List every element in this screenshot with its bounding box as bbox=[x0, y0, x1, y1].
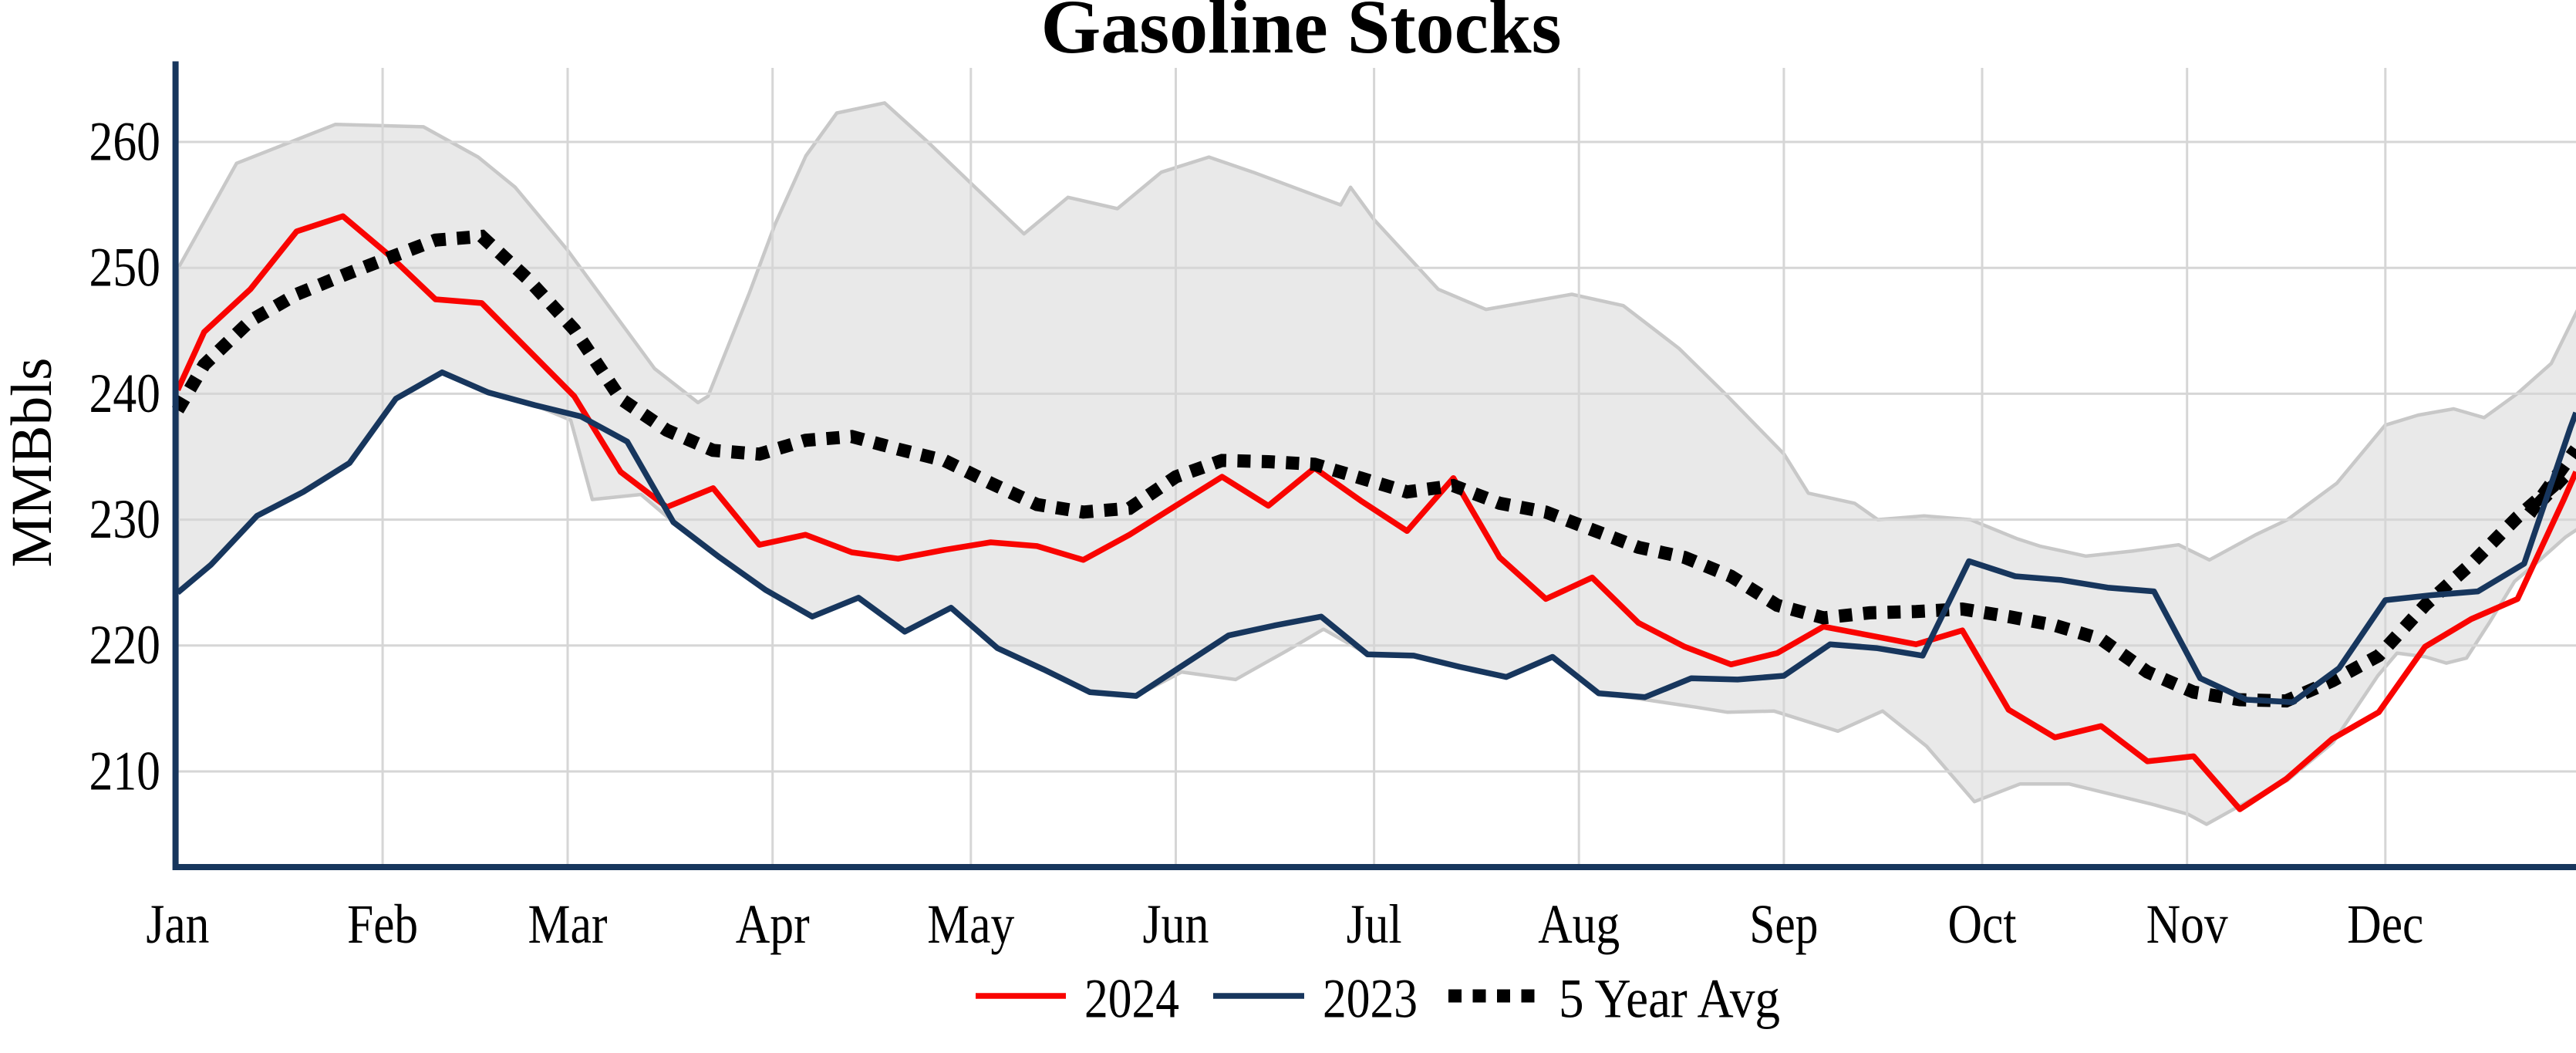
svg-text:Mar: Mar bbox=[528, 893, 608, 955]
svg-text:May: May bbox=[927, 893, 1014, 955]
svg-text:Nov: Nov bbox=[2146, 893, 2228, 955]
svg-text:220: 220 bbox=[89, 614, 161, 676]
svg-text:Oct: Oct bbox=[1948, 893, 2017, 955]
svg-text:250: 250 bbox=[89, 237, 161, 299]
svg-text:Jul: Jul bbox=[1347, 893, 1402, 955]
svg-text:260: 260 bbox=[89, 110, 161, 172]
svg-text:2024: 2024 bbox=[1084, 968, 1179, 1030]
svg-text:210: 210 bbox=[89, 740, 161, 802]
svg-text:5 Year Avg: 5 Year Avg bbox=[1559, 968, 1780, 1030]
svg-text:240: 240 bbox=[89, 363, 161, 424]
svg-text:Apr: Apr bbox=[736, 893, 810, 955]
svg-text:Sep: Sep bbox=[1749, 893, 1818, 955]
svg-text:Aug: Aug bbox=[1538, 893, 1620, 955]
svg-text:Dec: Dec bbox=[2347, 893, 2423, 955]
svg-text:Jun: Jun bbox=[1143, 893, 1209, 955]
svg-text:Feb: Feb bbox=[347, 893, 418, 955]
svg-text:230: 230 bbox=[89, 488, 161, 550]
svg-text:Jan: Jan bbox=[146, 893, 209, 955]
svg-text:MMBbls: MMBbls bbox=[0, 358, 64, 568]
svg-text:Gasoline Stocks: Gasoline Stocks bbox=[1040, 0, 1561, 69]
svg-text:2023: 2023 bbox=[1323, 968, 1418, 1030]
